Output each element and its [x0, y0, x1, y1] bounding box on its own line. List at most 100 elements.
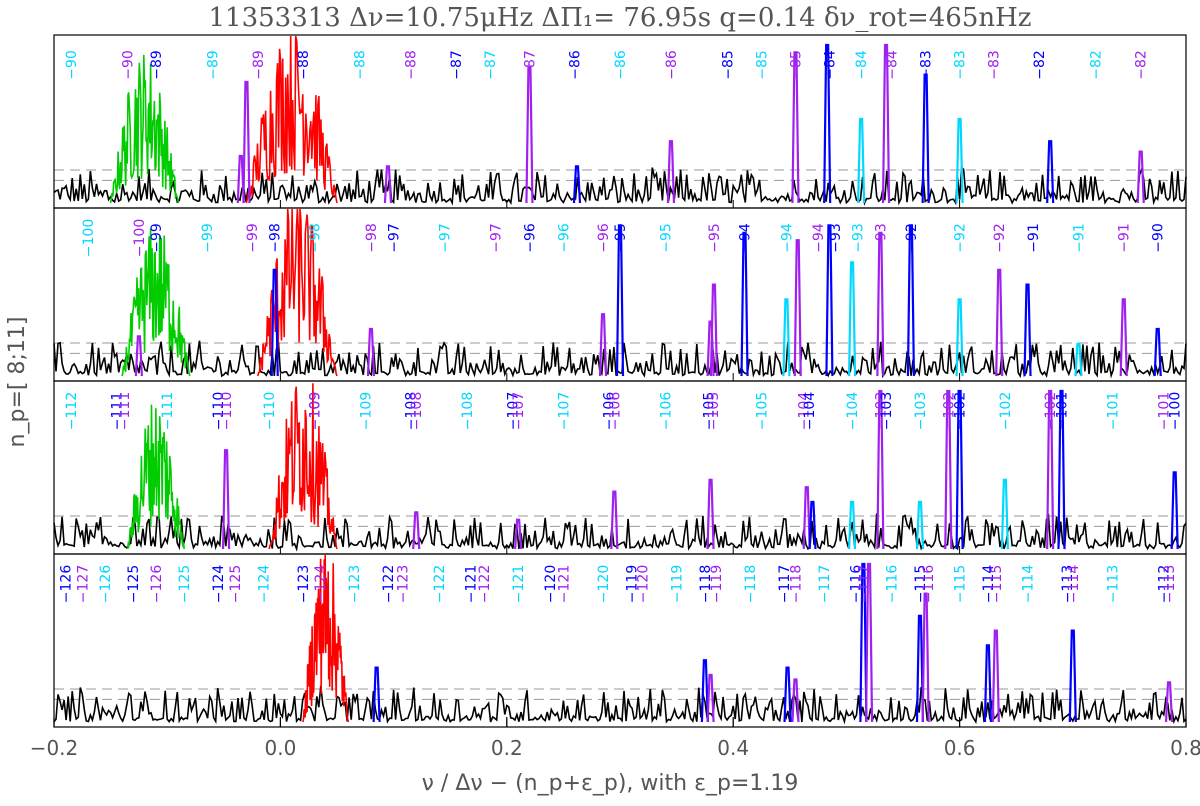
mode-label: −110 — [219, 392, 235, 430]
mode-label: −102 — [1043, 392, 1059, 430]
mode-peak — [876, 231, 885, 377]
mode-label: −111 — [117, 392, 133, 430]
mode-label: −115 — [989, 565, 1005, 603]
mode-label: −83 — [919, 50, 935, 80]
mode-label: −125 — [177, 565, 193, 603]
mode-label: −88 — [353, 50, 369, 80]
mode-label: −86 — [613, 50, 629, 80]
mode-peak — [1074, 342, 1083, 377]
mode-label: −87 — [483, 50, 499, 80]
mode-label: −94 — [811, 223, 827, 253]
mode-label: −123 — [347, 565, 363, 603]
mode-peak — [808, 500, 817, 550]
mode-label: −107 — [556, 392, 572, 430]
mode-label: −108 — [460, 392, 476, 430]
mode-label: −94 — [779, 223, 795, 253]
mode-peak — [700, 659, 709, 723]
mode-label: −83 — [987, 50, 1003, 80]
mode-label: −84 — [854, 50, 870, 80]
mode-peak — [1164, 681, 1174, 723]
mode-label: −93 — [828, 223, 844, 253]
mode-label: −105 — [706, 392, 722, 430]
mode-peak — [823, 43, 832, 204]
mode-label: −106 — [607, 392, 623, 431]
mode-label: −98 — [364, 223, 380, 253]
mode-peak — [1119, 298, 1128, 377]
mode-label: −117 — [856, 565, 872, 603]
mode-label: −109 — [307, 392, 323, 430]
mode-label: −104 — [845, 392, 861, 431]
mode-label: −113 — [1105, 565, 1121, 603]
mode-label: −98 — [307, 223, 323, 253]
mode-label: −83 — [953, 50, 969, 80]
power-spectrum — [53, 166, 1187, 207]
mode-peak — [921, 592, 930, 723]
x-tick-label: 0.6 — [944, 736, 976, 760]
mode-peak — [876, 389, 885, 550]
mode-label: −113 — [1162, 565, 1178, 603]
mode-label: −97 — [438, 223, 454, 253]
mode-label: −119 — [624, 565, 640, 603]
mode-peak — [995, 268, 1004, 377]
mode-peak — [514, 518, 523, 550]
mode-label: −124 — [211, 565, 227, 604]
l2-mode-cluster — [121, 228, 191, 377]
mode-label: −117 — [777, 565, 793, 603]
mode-label: −84 — [822, 50, 838, 80]
mode-label: −116 — [921, 565, 937, 604]
mode-peak — [221, 449, 231, 550]
mode-peak — [793, 239, 802, 377]
mode-peak — [242, 80, 251, 204]
mode-label: −93 — [873, 223, 889, 253]
mode-label: −127 — [75, 565, 91, 603]
mode-label: −95 — [658, 223, 674, 253]
mode-label: −99 — [245, 223, 261, 253]
mode-label: −91 — [1026, 223, 1042, 253]
panel-np-10: −100 −100 −99 −99 −99 −98 −98 −98 −97 −97 −97 −96 −9… — [53, 207, 1187, 382]
mode-peak — [881, 43, 891, 204]
x-axis: −0.2 0.0 0.2 0.4 0.6 0.8 — [30, 717, 1200, 760]
mode-label: −109 — [307, 392, 323, 430]
mode-label: −124 — [313, 565, 329, 604]
power-spectrum — [53, 513, 1187, 552]
mode-label: −96 — [556, 223, 572, 253]
panel-np-8: −126 −127 −126 −125 −126 −125 −124 −125 −124 −123… — [53, 553, 1187, 728]
x-tick-label: 0.2 — [491, 736, 523, 760]
mode-peak — [366, 327, 376, 377]
mode-label: −90 — [1151, 223, 1167, 253]
mode-label: −106 — [602, 392, 618, 431]
panel-np-11: −90 −90 −89 −89 −89 −88 −88 −88 −87 −87 −87 −86 −86 −… — [53, 34, 1187, 209]
mode-peak — [955, 389, 964, 550]
mode-label: −103 — [913, 392, 929, 430]
mode-peak — [847, 261, 857, 377]
mode-peak — [782, 298, 791, 377]
mode-label: −89 — [206, 50, 222, 80]
mode-label: −97 — [387, 223, 403, 253]
mode-peak — [915, 500, 925, 550]
mode-label: −115 — [913, 565, 929, 603]
mode-label: −82 — [1134, 50, 1150, 80]
mode-peak — [709, 283, 719, 377]
mode-label: −84 — [885, 50, 901, 80]
mode-label: −90 — [64, 50, 80, 80]
mode-label: −96 — [596, 223, 612, 253]
mode-peak — [412, 511, 421, 550]
mode-peak — [859, 562, 868, 723]
mode-label: −101 — [1055, 392, 1071, 430]
panels-layer: −90 −90 −89 −89 −89 −88 −88 −88 −87 −87 −87 −86 −86 −… — [53, 34, 1187, 728]
power-spectrum — [53, 340, 1187, 379]
mode-label: −88 — [296, 50, 312, 80]
mode-label: −111 — [160, 392, 176, 430]
mode-label: −98 — [268, 223, 284, 253]
mode-label: −120 — [543, 565, 559, 603]
mode-peak — [1023, 283, 1032, 377]
mode-label: −120 — [636, 565, 652, 603]
mode-label: −85 — [755, 50, 771, 80]
mode-label: −95 — [707, 223, 723, 253]
mode-label: −110 — [211, 392, 227, 430]
mode-peak — [525, 66, 534, 204]
mode-label: −122 — [381, 565, 397, 603]
mode-label: −118 — [789, 565, 805, 603]
mode-peak — [666, 140, 676, 204]
